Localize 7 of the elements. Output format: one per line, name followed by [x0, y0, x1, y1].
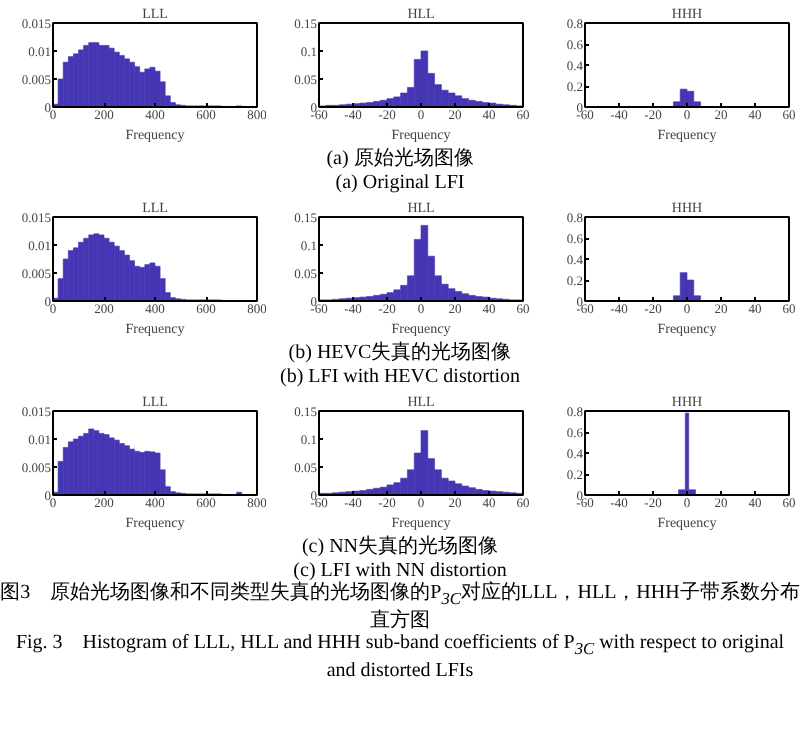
text: (b) LFI with HEVC distortion — [280, 365, 520, 388]
text: (b) HEVC失真的光场图像 — [288, 342, 512, 365]
text: (a) Original LFI — [335, 171, 465, 194]
text: Fig. 3 Histogram of LLL, HLL and HHH sub-band coefficients of P$_{3C}$ with respect to original and distorted LFIs — [15, 632, 785, 682]
text: (a) 原始光场图像 — [326, 148, 474, 171]
text: (c) LFI with NN distortion — [293, 559, 507, 581]
text: (c) NN失真的光场图像 — [301, 536, 499, 559]
